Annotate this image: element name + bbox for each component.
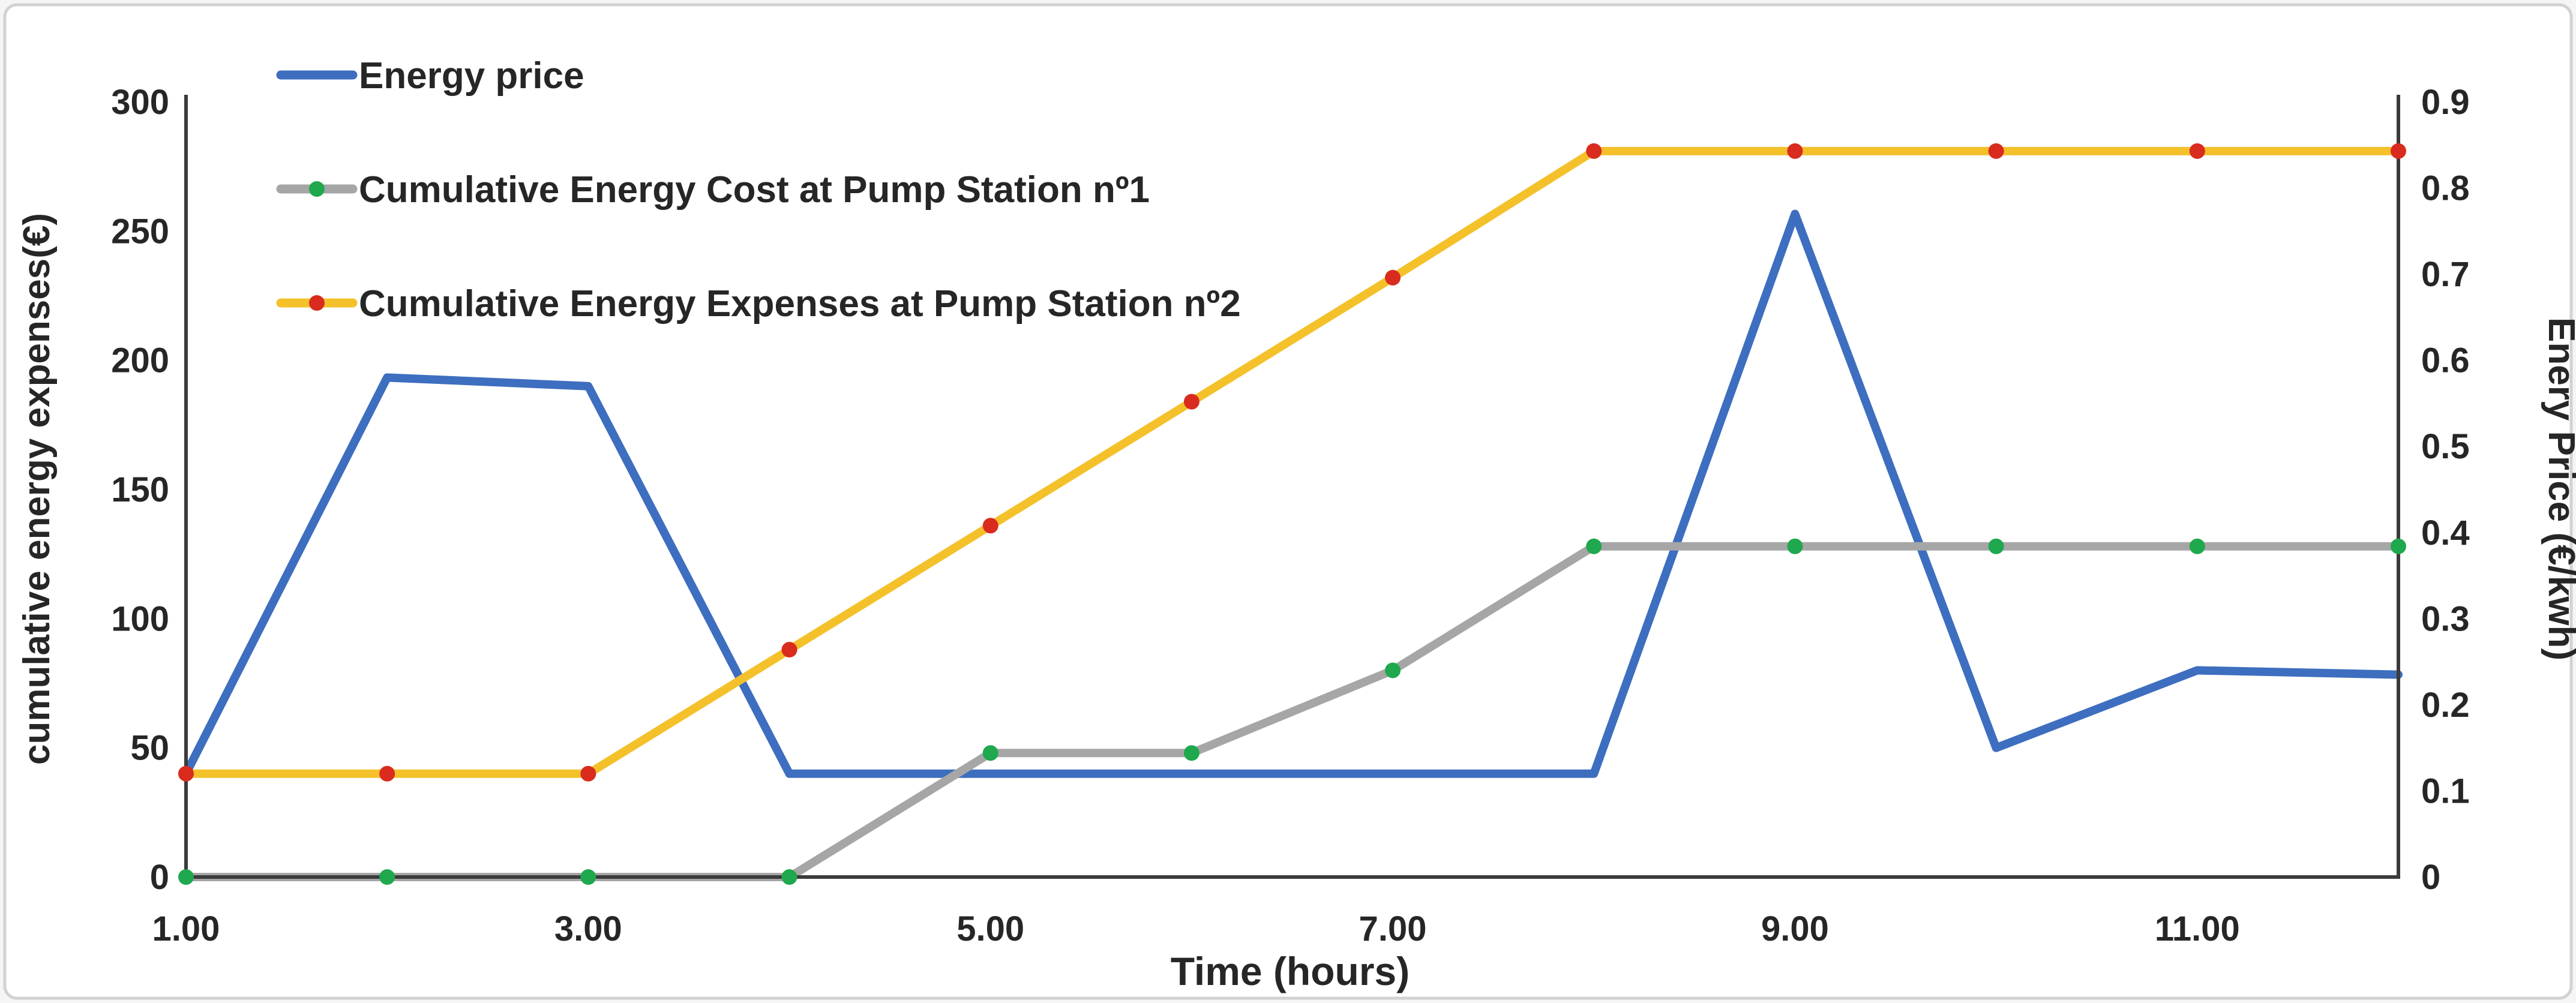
left-axis-tick-label: 300 <box>111 83 169 122</box>
left-axis-tick-label: 0 <box>150 858 169 897</box>
right-axis-tick-label: 0.5 <box>2421 427 2470 466</box>
marker-series-2 <box>1988 143 2004 159</box>
right-axis-title: Enery Price (€/kwh) <box>2541 317 2576 660</box>
marker-series-1 <box>580 869 596 885</box>
marker-series-2 <box>178 765 194 782</box>
axes <box>184 95 2400 879</box>
legend-marker-dot <box>309 181 325 197</box>
legend-label: Energy price <box>359 55 584 97</box>
legend-item-cumulative-cost-ps1: Cumulative Energy Cost at Pump Station n… <box>276 169 1150 211</box>
legend-label: Cumulative Energy Cost at Pump Station n… <box>359 169 1150 211</box>
marker-series-1 <box>178 869 194 885</box>
right-axis-tick-label: 0.4 <box>2421 513 2470 552</box>
panel-background <box>3 3 2573 1000</box>
right-axis-tick-label: 0.1 <box>2421 771 2470 810</box>
marker-series-1 <box>982 745 998 761</box>
legend-label: Cumulative Energy Expenses at Pump Stati… <box>359 283 1241 325</box>
right-axis-tick-label: 0.3 <box>2421 599 2470 638</box>
marker-series-1 <box>1385 662 1401 678</box>
axis-tick-labels: 300 250 200 150 100 50 0 0.9 0.8 0.7 0.6 0.5 0.4 0.3 0… <box>111 83 2469 948</box>
series-line-2 <box>182 146 2403 778</box>
legend-item-energy-price: Energy price <box>276 55 584 97</box>
marker-series-2 <box>1385 269 1401 286</box>
legend-item-cumulative-expenses-ps2: Cumulative Energy Expenses at Pump Stati… <box>276 283 1241 325</box>
marker-series-2 <box>580 765 596 782</box>
x-axis-tick-label: 9.00 <box>1761 909 1829 948</box>
x-axis-tick-label: 1.00 <box>152 909 220 948</box>
left-axis-tick-label: 50 <box>130 729 169 768</box>
x-axis-title: Time (hours) <box>1171 949 1410 993</box>
marker-series-2 <box>1183 394 1199 410</box>
right-axis-tick-label: 0.2 <box>2421 686 2470 725</box>
marker-series-2 <box>2189 143 2205 159</box>
x-axis-tick-label: 11.00 <box>2155 909 2240 948</box>
series-line-0 <box>182 209 2403 778</box>
marker-series-1 <box>1988 538 2004 554</box>
marker-series-1 <box>2189 538 2205 554</box>
left-axis-tick-label: 100 <box>111 599 169 638</box>
right-axis-tick-label: 0.6 <box>2421 341 2470 380</box>
left-axis-tick-label: 150 <box>111 470 169 509</box>
marker-series-1 <box>1586 538 1602 554</box>
marker-series-1 <box>1787 538 1803 554</box>
marker-series-2 <box>1586 143 1602 159</box>
right-axis-tick-label: 0.9 <box>2421 83 2470 122</box>
x-axis-tick-label: 7.00 <box>1359 909 1427 948</box>
x-axis-tick-label: 3.00 <box>554 909 622 948</box>
marker-series-2 <box>781 642 797 658</box>
left-axis-tick-label: 250 <box>111 212 169 251</box>
x-axis-tick-label: 5.00 <box>956 909 1024 948</box>
marker-series-1 <box>379 869 395 885</box>
series-markers <box>178 143 2406 885</box>
marker-series-2 <box>1787 143 1803 159</box>
right-axis-tick-label: 0.8 <box>2421 169 2470 208</box>
left-axis-tick-label: 200 <box>111 341 169 380</box>
marker-series-2 <box>982 518 998 534</box>
legend: Energy price Cumulative Energy Cost at P… <box>276 55 1241 325</box>
right-axis-tick-label: 0.7 <box>2421 255 2470 294</box>
legend-marker-dot <box>309 295 325 311</box>
marker-series-2 <box>379 765 395 782</box>
marker-series-2 <box>2391 143 2406 159</box>
marker-series-1 <box>2391 538 2406 554</box>
marker-series-1 <box>781 869 797 885</box>
right-axis-tick-label: 0 <box>2421 858 2440 897</box>
left-axis-title: cumulative energy expenses(€) <box>16 213 58 765</box>
marker-series-1 <box>1183 745 1199 761</box>
